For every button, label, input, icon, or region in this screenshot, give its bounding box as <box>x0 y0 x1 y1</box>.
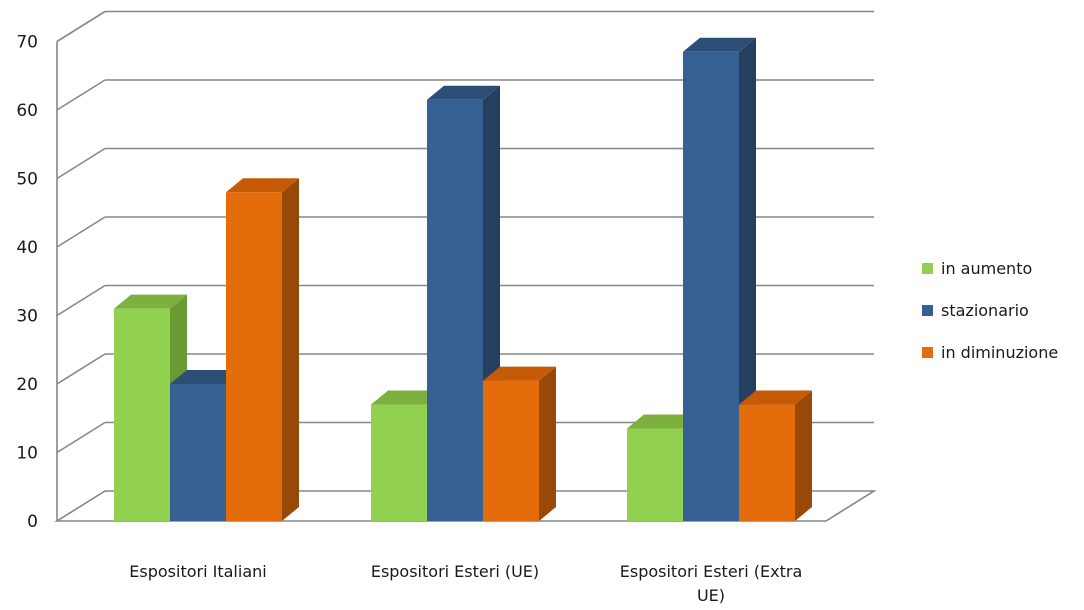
gridline-depth <box>56 10 106 43</box>
category-labels: Espositori Italiani Espositori Esteri (UE… <box>129 562 802 605</box>
bar-front <box>170 384 226 521</box>
category-label: Espositori Esteri (UE) <box>371 562 539 581</box>
bar-front <box>627 428 683 521</box>
gridline-depth <box>56 216 106 248</box>
bar-top <box>627 414 700 429</box>
bar-top <box>114 294 187 309</box>
y-tick-label: 70 <box>16 33 38 53</box>
bar-side <box>795 390 812 521</box>
legend-label: in diminuzione <box>941 343 1058 362</box>
y-tick-label: 40 <box>16 238 38 258</box>
legend-label: stazionario <box>941 301 1029 320</box>
gridline-depth <box>56 421 106 454</box>
bar-top <box>226 178 299 193</box>
bar-side <box>539 366 556 521</box>
bar-front <box>226 192 282 521</box>
legend-swatch <box>922 263 933 274</box>
category-label: Espositori Esteri (Extra <box>620 562 803 581</box>
bar-top <box>427 85 500 100</box>
bar <box>226 178 299 521</box>
bar-front <box>114 308 170 521</box>
category-label: Espositori Italiani <box>129 562 266 581</box>
gridline-depth <box>56 353 106 385</box>
bar-top <box>739 390 812 405</box>
bar-top <box>170 370 243 384</box>
legend-swatch <box>922 305 933 316</box>
y-tick-label: 50 <box>16 170 38 190</box>
bar-front <box>483 380 539 521</box>
bar <box>683 37 756 522</box>
bar-top <box>371 390 444 405</box>
legend: in aumento stazionario in diminuzione <box>922 259 1058 362</box>
y-tick-label: 60 <box>16 101 38 121</box>
bar-front <box>371 404 427 521</box>
legend-label: in aumento <box>941 259 1032 278</box>
bar-front <box>427 99 483 521</box>
gridline-depth <box>56 79 106 111</box>
y-tick-label: 20 <box>16 375 38 395</box>
bar-front <box>683 51 739 522</box>
bar-top <box>483 366 556 381</box>
bars <box>114 37 812 522</box>
bar-front <box>739 404 795 521</box>
gridline-depth <box>56 147 106 180</box>
bar <box>739 390 812 521</box>
y-tick-label: 10 <box>16 444 38 464</box>
y-tick-label: 0 <box>27 512 38 532</box>
y-axis: 0 10 20 30 40 50 60 70 <box>16 33 38 533</box>
bar-side <box>282 178 299 521</box>
y-tick-label: 30 <box>16 307 38 327</box>
bar <box>483 366 556 521</box>
gridline-depth <box>56 284 106 317</box>
legend-swatch <box>922 347 933 358</box>
bar-top <box>683 37 756 52</box>
category-label: UE) <box>697 586 725 605</box>
